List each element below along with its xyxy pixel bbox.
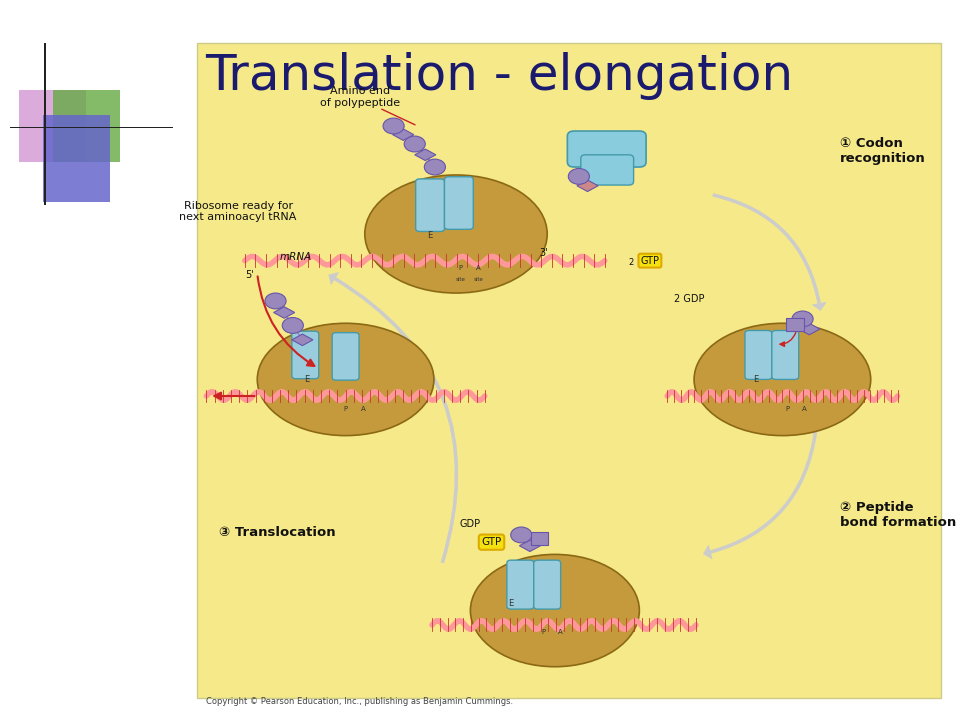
Text: A: A	[476, 265, 480, 271]
Polygon shape	[799, 323, 820, 335]
Polygon shape	[274, 307, 295, 318]
Text: E: E	[427, 231, 433, 240]
Text: P: P	[459, 265, 463, 271]
Bar	[53, 90, 120, 162]
Bar	[531, 532, 548, 545]
Text: 2: 2	[629, 258, 634, 266]
Text: Amino end
of polypeptide: Amino end of polypeptide	[320, 86, 400, 108]
Circle shape	[511, 527, 532, 543]
Circle shape	[792, 311, 813, 327]
Circle shape	[404, 136, 425, 152]
Bar	[44, 43, 46, 205]
Ellipse shape	[257, 323, 434, 436]
Ellipse shape	[470, 554, 639, 667]
Circle shape	[383, 118, 404, 134]
Text: E: E	[753, 375, 758, 384]
Circle shape	[568, 168, 589, 184]
Text: A: A	[361, 406, 365, 412]
Text: site: site	[456, 277, 466, 282]
Text: GTP: GTP	[640, 256, 660, 266]
FancyBboxPatch shape	[416, 179, 444, 232]
Text: 5': 5'	[245, 270, 253, 280]
Text: 3': 3'	[540, 248, 548, 258]
Circle shape	[424, 159, 445, 175]
Circle shape	[282, 318, 303, 333]
Text: GTP: GTP	[481, 537, 502, 547]
Text: Copyright © Pearson Education, Inc., publishing as Benjamin Cummings.: Copyright © Pearson Education, Inc., pub…	[206, 697, 514, 706]
Polygon shape	[519, 540, 540, 552]
Text: Ribosome ready for
next aminoacyl tRNA: Ribosome ready for next aminoacyl tRNA	[180, 201, 297, 222]
Bar	[10, 127, 173, 128]
Text: E: E	[304, 375, 310, 384]
Bar	[786, 318, 804, 331]
Circle shape	[265, 293, 286, 309]
FancyBboxPatch shape	[581, 155, 634, 185]
Text: ② Peptide
bond formation: ② Peptide bond formation	[840, 501, 956, 528]
Text: ③ Translocation: ③ Translocation	[219, 526, 335, 539]
Polygon shape	[292, 334, 313, 346]
Ellipse shape	[365, 175, 547, 293]
Bar	[43, 115, 110, 202]
Text: Translation - elongation: Translation - elongation	[205, 52, 793, 99]
Text: mRNA: mRNA	[279, 252, 312, 262]
FancyBboxPatch shape	[444, 176, 473, 229]
Text: A: A	[559, 629, 563, 635]
FancyBboxPatch shape	[772, 330, 799, 379]
Text: ① Codon
recognition: ① Codon recognition	[840, 138, 925, 165]
Polygon shape	[415, 149, 436, 161]
Text: site: site	[473, 277, 483, 282]
Text: E: E	[508, 599, 514, 608]
Bar	[19, 90, 86, 162]
Ellipse shape	[694, 323, 871, 436]
FancyBboxPatch shape	[197, 43, 941, 698]
FancyBboxPatch shape	[534, 560, 561, 609]
Text: P: P	[785, 406, 789, 412]
Polygon shape	[577, 180, 598, 192]
Text: 2 GDP: 2 GDP	[674, 294, 705, 304]
Polygon shape	[393, 129, 414, 140]
Text: A: A	[803, 406, 806, 412]
Text: P: P	[344, 406, 348, 412]
Text: P: P	[541, 629, 545, 635]
FancyBboxPatch shape	[332, 333, 359, 380]
FancyBboxPatch shape	[507, 560, 534, 609]
FancyBboxPatch shape	[292, 331, 319, 379]
Text: GDP: GDP	[460, 519, 481, 529]
FancyBboxPatch shape	[567, 131, 646, 167]
FancyBboxPatch shape	[745, 330, 772, 379]
